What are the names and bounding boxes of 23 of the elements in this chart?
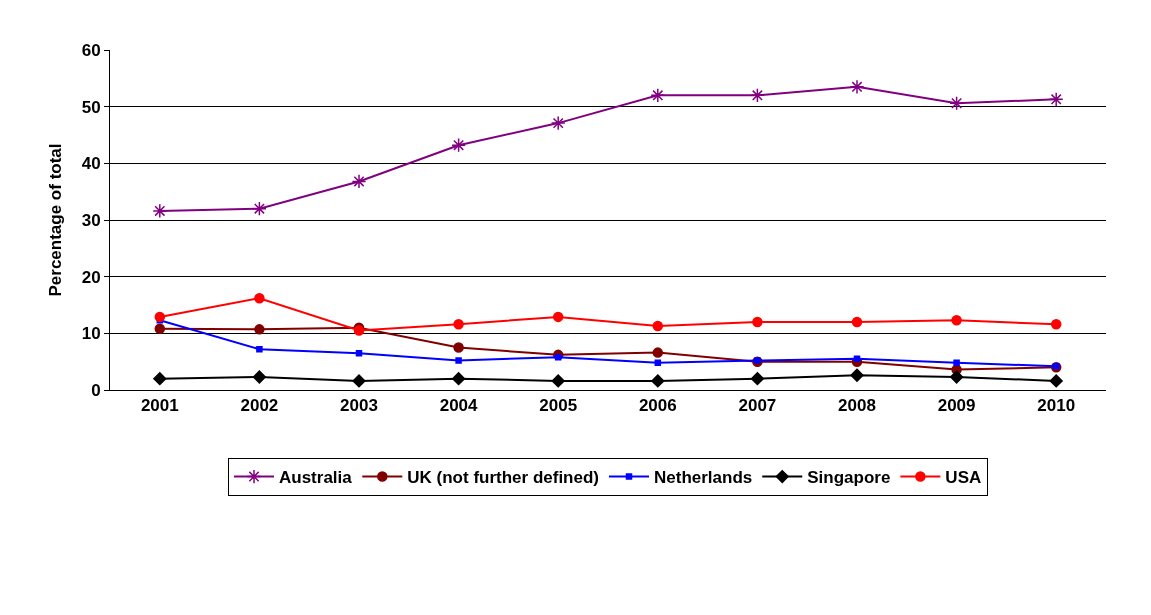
x-tick-label: 2004 xyxy=(439,396,479,416)
x-tick-label: 2002 xyxy=(240,396,279,416)
y-tick-label: 50 xyxy=(81,97,101,117)
legend-label: Singapore xyxy=(807,468,891,488)
legend-label: Australia xyxy=(279,468,353,488)
y-tick-label: 60 xyxy=(81,40,101,60)
x-tick-label: 2006 xyxy=(638,396,677,416)
y-tick-label: 40 xyxy=(81,154,101,174)
legend-label: Netherlands xyxy=(654,468,753,488)
x-tick-label: 2010 xyxy=(1037,396,1076,416)
y-tick-label: 20 xyxy=(81,267,101,287)
y-axis-title: Percentage of total xyxy=(46,143,66,297)
x-tick-label: 2008 xyxy=(838,396,876,416)
y-tick-label: 30 xyxy=(81,210,101,230)
legend-label: UK (not further defined) xyxy=(407,468,599,488)
x-tick-label: 2007 xyxy=(738,396,777,416)
y-tick-label: 10 xyxy=(81,324,101,344)
x-tick-label: 2001 xyxy=(140,396,179,416)
x-tick-label: 2009 xyxy=(937,396,976,416)
x-tick-label: 2005 xyxy=(539,396,578,416)
x-tick-label: 2003 xyxy=(340,396,378,416)
y-tick-label: 0 xyxy=(91,380,101,400)
legend-label: USA xyxy=(945,468,982,488)
